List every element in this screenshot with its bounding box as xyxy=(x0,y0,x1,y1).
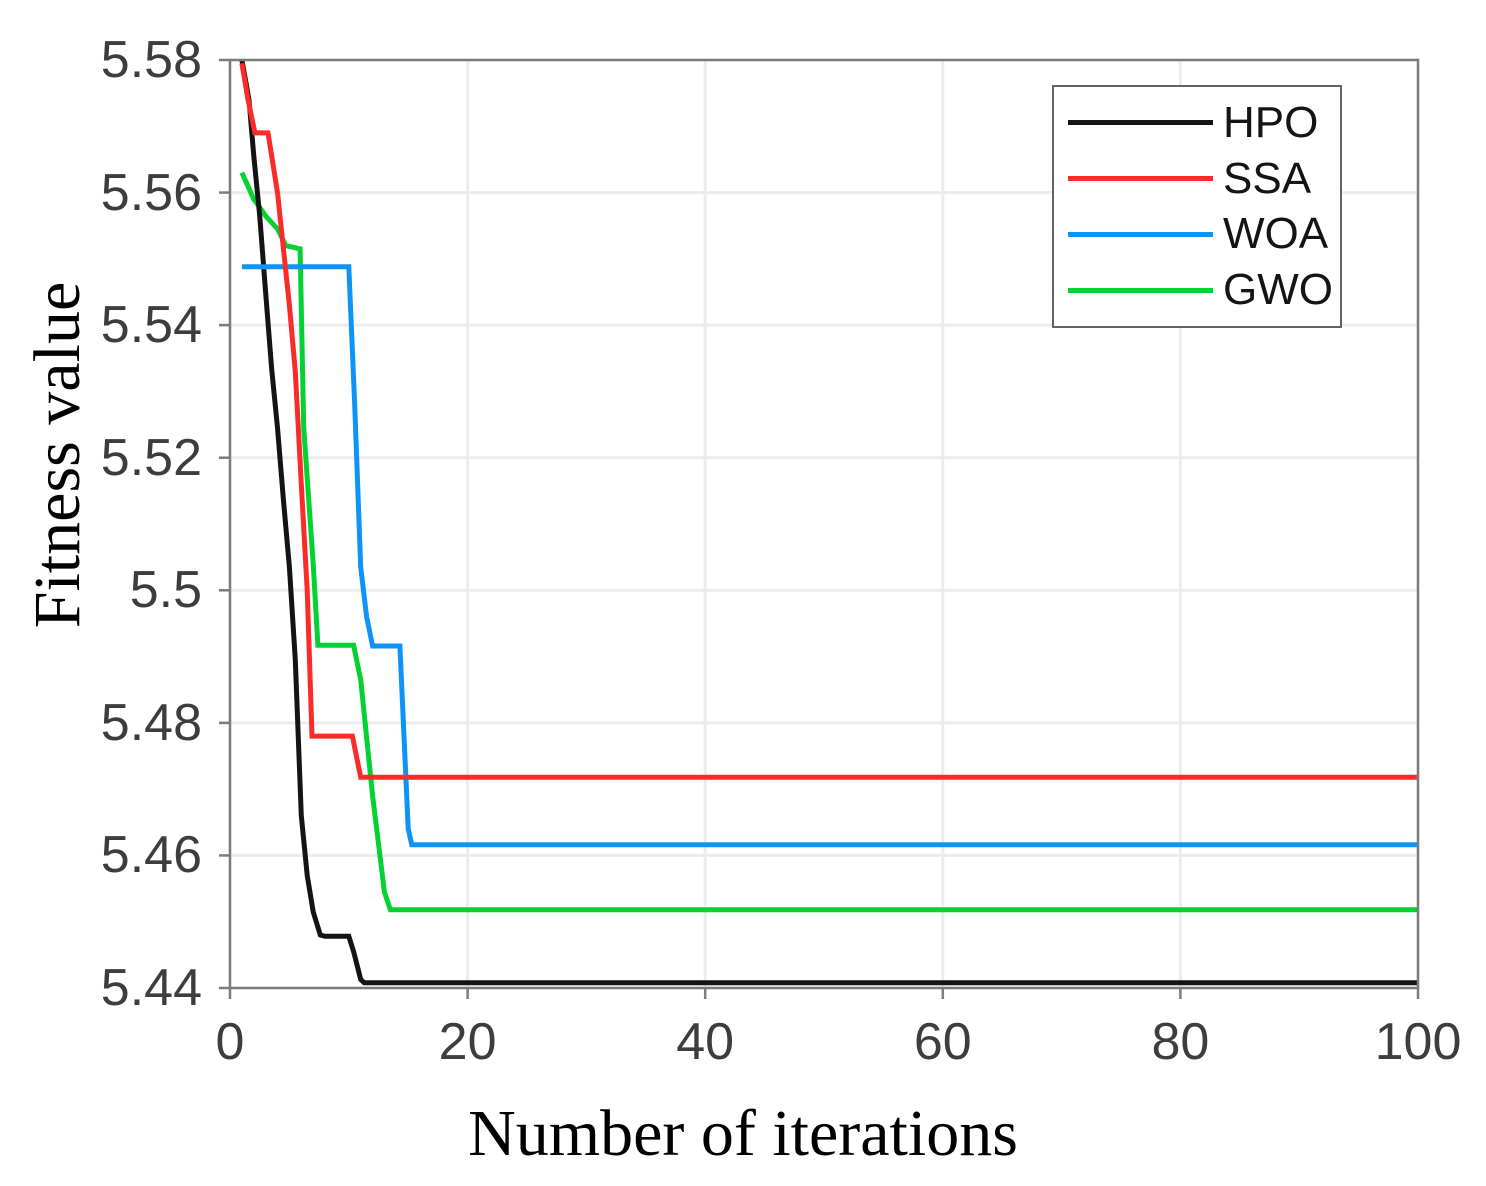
legend-item-gwo: GWO xyxy=(1068,265,1340,315)
legend-label: WOA xyxy=(1223,209,1329,259)
legend-item-woa: WOA xyxy=(1068,209,1340,259)
y-tick-label: 5.52 xyxy=(100,428,202,487)
legend-item-ssa: SSA xyxy=(1068,154,1340,204)
x-tick-label: 100 xyxy=(1374,1013,1462,1071)
x-tick-label: 60 xyxy=(913,1013,972,1071)
axis-frame xyxy=(228,58,1420,990)
legend-box: HPO SSA WOA GWO xyxy=(1052,85,1342,328)
y-tick-label: 5.54 xyxy=(100,296,202,355)
series-line-hpo xyxy=(239,59,1418,986)
legend-label: SSA xyxy=(1223,153,1312,203)
x-tick-label: 80 xyxy=(1151,1013,1210,1071)
legend-line-swatch xyxy=(1068,120,1213,126)
y-tick-label: 5.56 xyxy=(100,163,202,222)
y-tick-label: 5.44 xyxy=(100,959,202,1017)
y-tick-label: 5.48 xyxy=(100,693,202,752)
x-axis-label: Number of iterations xyxy=(468,1097,1018,1170)
series-line-woa xyxy=(241,264,1418,848)
y-tick-label: 5.46 xyxy=(100,826,202,885)
legend-line-swatch xyxy=(1068,287,1213,293)
legend-label: HPO xyxy=(1223,97,1319,147)
legend-label: GWO xyxy=(1223,265,1333,315)
legend-item-hpo: HPO xyxy=(1068,98,1340,148)
y-tick-label: 5.5 xyxy=(129,561,202,620)
legend-line-swatch xyxy=(1068,176,1213,182)
y-tick-label: 5.58 xyxy=(100,31,202,89)
series-line-ssa xyxy=(239,62,1418,780)
series-line-gwo xyxy=(239,171,1418,913)
x-tick-label: 20 xyxy=(438,1013,497,1071)
x-tick-label: 0 xyxy=(215,1013,245,1071)
legend-line-swatch xyxy=(1068,231,1213,237)
x-tick-label: 40 xyxy=(676,1013,735,1071)
